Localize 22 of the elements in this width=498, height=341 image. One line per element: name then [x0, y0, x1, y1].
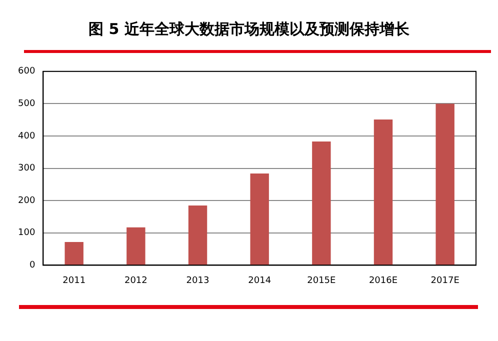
bar [250, 173, 269, 265]
x-tick-label: 2015E [307, 276, 336, 286]
x-tick-label: 2016E [368, 276, 398, 286]
x-tick-label: 2013 [186, 276, 210, 286]
bar [126, 227, 146, 265]
bar [312, 141, 331, 265]
x-tick-label: 2017E [430, 276, 460, 286]
y-tick-label: 0 [29, 260, 36, 271]
bar [64, 242, 84, 265]
bar [436, 104, 454, 265]
y-tick-label: 300 [18, 164, 36, 174]
x-tick-label: 2011 [62, 276, 86, 286]
x-tick-label: 2014 [248, 276, 272, 286]
y-tick-label: 400 [18, 131, 36, 142]
y-tick-label: 600 [18, 66, 36, 77]
y-tick-label: 100 [18, 228, 36, 238]
y-tick-label: 200 [18, 196, 36, 206]
x-tick-label: 2012 [124, 276, 148, 286]
chart-title: 图 5 近年全球大数据市场规模以及预测保持增长 [88, 20, 410, 39]
bar [374, 120, 393, 265]
y-tick-label: 500 [18, 99, 36, 110]
bar [188, 205, 208, 265]
